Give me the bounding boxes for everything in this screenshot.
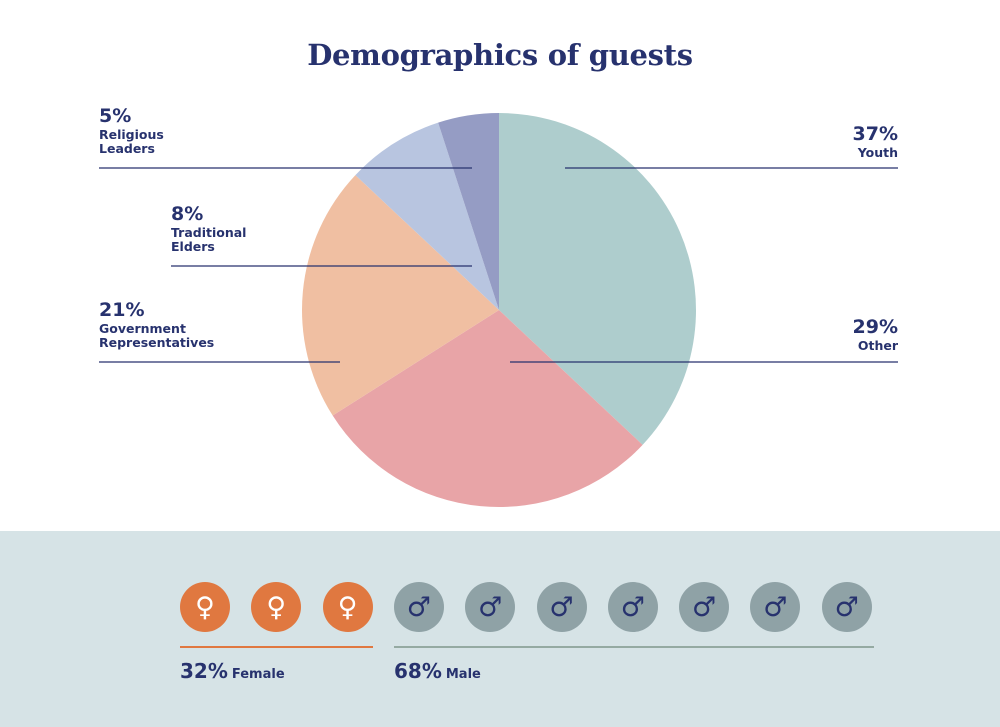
male-label: 68% Male bbox=[394, 659, 481, 683]
female-percent: 32% bbox=[180, 659, 228, 683]
slice-percent: 37% bbox=[852, 123, 898, 145]
female-underline bbox=[180, 646, 373, 648]
slice-label-other: 29% Other bbox=[748, 316, 898, 353]
pie-slice-government-representatives bbox=[301, 175, 499, 416]
slice-label-religious-leaders: 5% Religious Leaders bbox=[99, 105, 249, 157]
male-symbol-icon: ♂ bbox=[821, 582, 872, 632]
slice-percent: 8% bbox=[171, 203, 204, 225]
slice-percent: 21% bbox=[99, 299, 145, 321]
female-label: 32% Female bbox=[180, 659, 285, 683]
male-name: Male bbox=[445, 667, 481, 682]
slice-name: Traditional Elders bbox=[171, 224, 247, 255]
slice-label-government-representatives: 21% Government Representatives bbox=[99, 299, 249, 351]
slice-name: Other bbox=[857, 337, 898, 353]
male-symbol-icon: ♂ bbox=[679, 582, 730, 632]
female-symbol-icon: ♀ bbox=[251, 582, 302, 632]
pie-slice-religious-leaders bbox=[438, 113, 499, 310]
male-symbol-icon: ♂ bbox=[536, 582, 587, 632]
slice-name: Youth bbox=[857, 144, 898, 160]
pie-slice-other bbox=[332, 310, 643, 507]
male-symbol-icon: ♂ bbox=[607, 582, 658, 632]
slice-percent: 29% bbox=[852, 316, 898, 338]
slice-percent: 5% bbox=[99, 105, 132, 127]
male-symbol-icon: ♂ bbox=[750, 582, 801, 632]
pie-chart bbox=[99, 113, 898, 507]
female-symbol-icon: ♀ bbox=[180, 582, 230, 632]
slice-name: Religious Leaders bbox=[99, 126, 164, 157]
pie-slice-traditional-elders bbox=[355, 122, 499, 310]
female-name: Female bbox=[231, 667, 285, 682]
male-symbol-icon: ♂ bbox=[465, 582, 516, 632]
male-percent: 68% bbox=[394, 659, 442, 683]
slice-label-traditional-elders: 8% Traditional Elders bbox=[171, 203, 321, 255]
female-symbol-icon: ♀ bbox=[322, 582, 373, 632]
slice-label-youth: 37% Youth bbox=[748, 123, 898, 160]
chart-title: Demographics of guests bbox=[307, 38, 693, 72]
male-symbol-icon: ♂ bbox=[393, 582, 444, 632]
slice-name: Government Representatives bbox=[99, 320, 215, 351]
male-underline bbox=[394, 646, 874, 648]
gender-breakdown: ♀ ♀ ♀ ♂ ♂ ♂ ♂ ♂ ♂ ♂ 32% Female 68% Male bbox=[0, 531, 1000, 727]
